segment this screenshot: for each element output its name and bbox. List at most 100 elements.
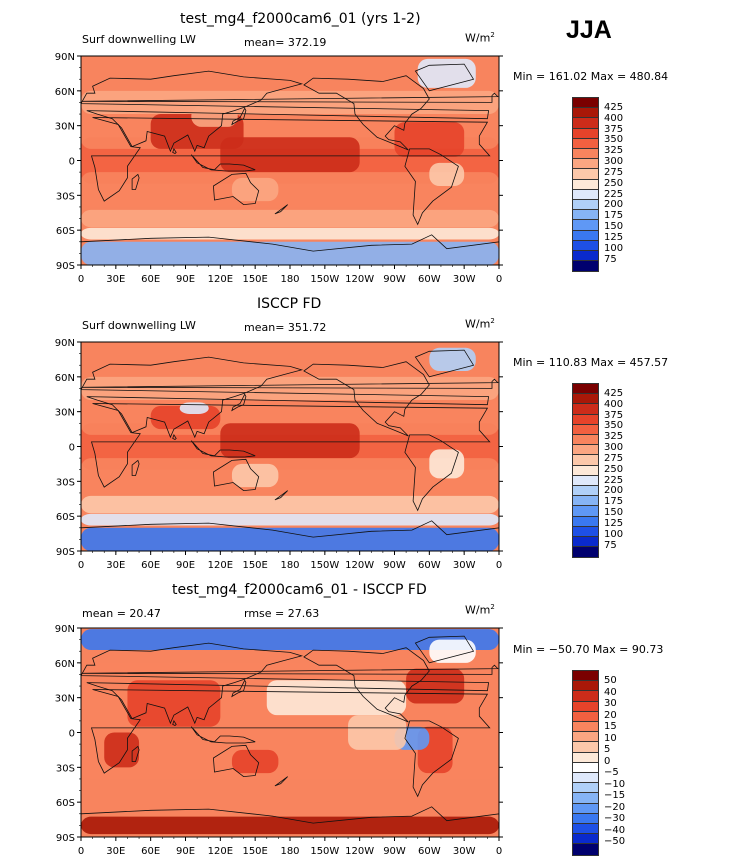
panel-2-title: ISCCP FD [257,296,322,312]
labelbar-tick-label: 325 [604,145,624,157]
coastline-uk [82,378,499,389]
labelbar-color-box [572,731,599,743]
labelbar-color-box [572,219,599,231]
coastline-north-america [303,361,430,437]
labelbar-color-box [572,772,599,784]
lat-tick-label: 90N [55,624,75,635]
units-base: W/m [465,317,491,331]
coastline-europe-asia [80,70,490,153]
labelbar-color-box [572,505,599,517]
contour-fill-region [348,715,407,750]
lat-tick-label: 90N [55,52,75,63]
labelbar-color-box [572,741,599,753]
panel-1-mean: mean= 372.19 [244,36,327,49]
coastline-madagascar [131,459,140,476]
coastline-australia [212,172,260,206]
contour-fill-region [191,105,238,127]
panel-2-units: W/m2 [465,317,495,331]
panel-2-left-label: Surf downwelling LW [82,319,196,332]
labelbar-color-box [572,168,599,180]
lon-tick-label: 150W [310,274,339,285]
panel-1-units: W/m2 [465,31,495,45]
lon-tick-label: 180 [280,274,299,285]
labelbar-color-box [572,188,599,200]
contour-fill-region [231,749,279,774]
lat-tick-label: 30N [55,408,75,419]
labelbar-tick-label: 350 [604,420,624,432]
coastline-north-america [303,75,430,151]
labelbar-color-box [572,107,599,119]
labelbar-tick-label: 20 [604,709,617,721]
coastline-japan [231,107,247,126]
labelbar-color-box [572,833,599,845]
coastline-uk [82,92,499,103]
labelbar-color-box [572,792,599,804]
lat-tick-label: 30S [56,191,75,202]
coastline-indonesia [190,726,256,744]
lon-tick-label: 90E [176,846,195,857]
labelbar-color-box [572,383,599,395]
coastline-india-srilanka [172,433,177,440]
panel-2-mean: mean= 351.72 [244,321,327,334]
lon-tick-label: 0 [78,274,84,285]
labelbar-color-box [572,670,599,682]
lon-tick-label: 90E [176,274,195,285]
labelbar-tick-label: −50 [604,836,626,848]
labelbar-tick-label: 125 [604,517,624,529]
labelbar-color-box [572,515,599,527]
lon-tick-label: 30W [453,274,476,285]
labelbar-color-box [572,229,599,241]
labelbar-color-box [572,474,599,486]
labelbar-color-box [572,536,599,548]
lon-tick-label: 0 [78,560,84,571]
panel-1-title: test_mg4_f2000cam6_01 (yrs 1-2) [180,11,421,27]
coastline-india-srilanka [172,719,177,726]
contour-fill-region [417,58,476,88]
lat-tick-label: 90S [56,833,75,844]
labelbar-tick-label: 30 [604,698,617,710]
coastline-madagascar [131,745,140,762]
lon-tick-label: 90W [383,560,406,571]
contour-fill-region [81,227,499,240]
coastline-africa [90,689,491,774]
lon-tick-label: 150W [310,846,339,857]
labelbar-color-box [572,423,599,435]
contour-fill-region [81,495,499,514]
lon-tick-label: 120E [208,274,233,285]
labelbar-tick-label: 100 [604,242,624,254]
coastline-uk [82,664,499,675]
coastline-newzealand [274,204,288,215]
contour-fill-region [81,816,499,835]
contour-fill-region [231,463,279,488]
labelbar-tick-label: 400 [604,398,624,410]
panel-1-min-max: Min = 161.02 Max = 480.84 [513,70,669,83]
coastline-south-america [404,720,459,798]
lon-tick-label: 120W [345,560,374,571]
units-exponent: 2 [490,317,495,325]
labelbar-color-box [572,690,599,702]
contour-fill-region [429,162,465,187]
coastline-africa [90,403,491,488]
lat-tick-label: 60S [56,798,75,809]
lon-tick-label: 0 [78,846,84,857]
lat-tick-label: 30S [56,763,75,774]
coastline-north-america [303,647,430,723]
labelbar-color-box [572,158,599,170]
coastline-newzealand [274,776,288,787]
lat-tick-label: 60N [55,659,75,670]
coastline-japan [231,393,247,412]
labelbar-tick-label: 0 [604,755,611,767]
labelbar-tick-label: 15 [604,721,617,733]
contour-fill-region [81,513,499,526]
contour-fill-region [81,241,499,265]
labelbar-tick-label: 10 [604,732,617,744]
labelbar-color-box [572,464,599,476]
labelbar-color-box [572,721,599,733]
contour-fill-region [231,177,279,202]
units-base: W/m [465,31,491,45]
labelbar-color-box [572,239,599,251]
coastline-newzealand [274,490,288,501]
lat-tick-label: 90S [56,261,75,272]
labelbar-tick-label: −15 [604,790,626,802]
